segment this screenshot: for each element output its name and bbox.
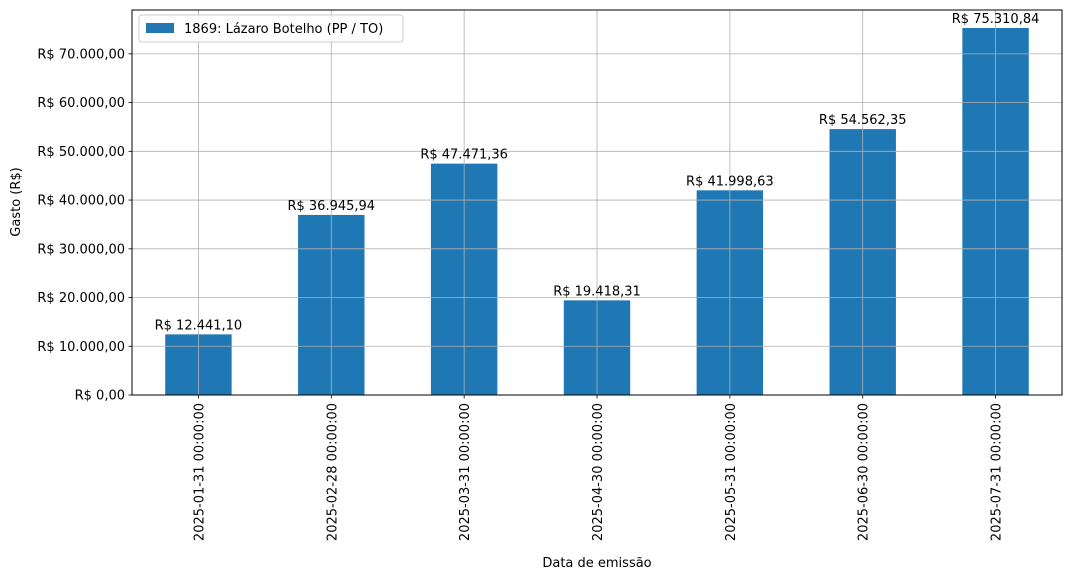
y-axis-label: Gasto (R$) (9, 167, 24, 236)
bar-value-label: R$ 54.562,35 (819, 113, 907, 128)
bar-value-label: R$ 19.418,31 (553, 284, 641, 299)
x-tick-label: 2025-04-30 00:00:00 (591, 403, 606, 541)
y-tick-label: R$ 70.000,00 (37, 47, 125, 62)
bar-value-label: R$ 75.310,84 (952, 12, 1040, 27)
y-tick-label: R$ 40.000,00 (37, 194, 125, 209)
x-tick-label: 2025-07-31 00:00:00 (990, 403, 1005, 541)
y-tick-label: R$ 10.000,00 (37, 340, 125, 355)
bar-value-label: R$ 12.441,10 (155, 318, 243, 333)
y-tick-label: R$ 60.000,00 (37, 96, 125, 111)
bar-value-label: R$ 36.945,94 (287, 199, 375, 214)
y-tick-label: R$ 30.000,00 (37, 242, 125, 257)
x-tick-label: 2025-03-31 00:00:00 (458, 403, 473, 541)
bar-value-label: R$ 41.998,63 (686, 174, 774, 189)
y-axis: R$ 0,00 R$ 10.000,00 R$ 20.000,00 R$ 30.000… (37, 47, 132, 404)
legend: 1869: Lázaro Botelho (PP / TO) (138, 14, 404, 43)
legend-label: 1869: Lázaro Botelho (PP / TO) (184, 22, 383, 37)
legend-swatch (146, 23, 174, 33)
x-tick-label: 2025-05-31 00:00:00 (724, 403, 739, 541)
x-axis-label: Data de emissão (542, 556, 651, 571)
y-tick-label: R$ 20.000,00 (37, 291, 125, 306)
bar-value-label: R$ 47.471,36 (420, 148, 508, 163)
x-axis: 2025-01-31 00:00:00 2025-02-28 00:00:00 20… (192, 395, 1005, 541)
x-tick-label: 2025-06-30 00:00:00 (857, 403, 872, 541)
x-tick-label: 2025-01-31 00:00:00 (192, 403, 207, 541)
legend-box (138, 14, 404, 43)
y-tick-label: R$ 50.000,00 (37, 145, 125, 160)
bar-value-labels: R$ 12.441,10 R$ 36.945,94 R$ 47.471,36 R$ 1… (155, 12, 1040, 333)
x-tick-label: 2025-02-28 00:00:00 (325, 403, 340, 541)
y-tick-label: R$ 0,00 (75, 389, 125, 404)
